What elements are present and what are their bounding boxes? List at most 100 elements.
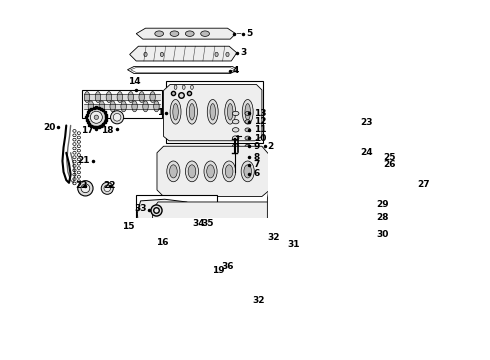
Text: 6: 6 (254, 169, 260, 178)
Text: 21: 21 (77, 157, 90, 166)
Ellipse shape (200, 220, 208, 228)
Ellipse shape (144, 52, 147, 57)
Ellipse shape (349, 159, 358, 170)
Ellipse shape (170, 31, 179, 36)
Ellipse shape (73, 130, 76, 132)
Ellipse shape (106, 91, 112, 103)
Text: 29: 29 (377, 200, 389, 209)
Ellipse shape (77, 180, 80, 183)
Text: 18: 18 (101, 126, 114, 135)
Ellipse shape (204, 161, 217, 182)
Ellipse shape (245, 112, 250, 115)
Ellipse shape (160, 52, 164, 57)
Text: 22: 22 (104, 181, 116, 190)
Ellipse shape (191, 85, 194, 89)
Polygon shape (268, 188, 300, 240)
Ellipse shape (232, 111, 239, 116)
Ellipse shape (121, 101, 126, 112)
Ellipse shape (187, 99, 197, 124)
Ellipse shape (73, 160, 76, 163)
Ellipse shape (275, 196, 296, 219)
Text: 10: 10 (254, 134, 266, 143)
Ellipse shape (189, 104, 195, 120)
Text: 5: 5 (246, 29, 253, 38)
Text: 28: 28 (377, 213, 389, 222)
Ellipse shape (77, 149, 80, 152)
Ellipse shape (94, 115, 98, 120)
Ellipse shape (77, 132, 80, 135)
Ellipse shape (150, 91, 155, 103)
Ellipse shape (77, 167, 80, 170)
Ellipse shape (77, 158, 80, 161)
Ellipse shape (379, 159, 388, 168)
Bar (318, 152, 359, 180)
Ellipse shape (173, 104, 178, 120)
Ellipse shape (345, 138, 354, 144)
Text: 15: 15 (122, 222, 135, 231)
Text: 31: 31 (288, 240, 300, 249)
Ellipse shape (215, 52, 218, 57)
Ellipse shape (78, 181, 93, 196)
Ellipse shape (241, 161, 254, 182)
Bar (340, 217, 373, 237)
Text: 3: 3 (240, 48, 246, 57)
Ellipse shape (170, 99, 181, 124)
Ellipse shape (73, 156, 76, 158)
Ellipse shape (73, 177, 76, 180)
Text: 24: 24 (360, 148, 373, 157)
Ellipse shape (232, 136, 239, 140)
Text: 19: 19 (212, 266, 224, 275)
Ellipse shape (132, 101, 137, 112)
Ellipse shape (73, 165, 76, 167)
Polygon shape (136, 28, 236, 39)
Text: 11: 11 (254, 125, 266, 134)
Ellipse shape (245, 120, 250, 123)
Bar (81, 90, 163, 118)
Ellipse shape (278, 238, 287, 248)
Ellipse shape (222, 161, 236, 182)
Ellipse shape (143, 101, 148, 112)
Ellipse shape (232, 157, 237, 160)
Ellipse shape (77, 171, 80, 174)
Text: 14: 14 (128, 77, 140, 86)
Ellipse shape (77, 162, 80, 165)
Ellipse shape (77, 154, 80, 156)
Ellipse shape (245, 136, 250, 140)
Ellipse shape (73, 134, 76, 137)
Polygon shape (152, 202, 273, 257)
Ellipse shape (385, 195, 389, 201)
Polygon shape (137, 199, 211, 241)
Text: 27: 27 (417, 180, 430, 189)
Ellipse shape (155, 31, 164, 36)
Text: 20: 20 (43, 123, 55, 132)
Ellipse shape (242, 99, 253, 124)
Ellipse shape (345, 131, 354, 136)
Ellipse shape (90, 111, 102, 123)
Text: 34: 34 (192, 219, 205, 228)
Ellipse shape (177, 215, 194, 233)
Text: 12: 12 (254, 117, 266, 126)
Ellipse shape (347, 195, 351, 201)
Text: 8: 8 (254, 153, 260, 162)
Text: 25: 25 (383, 153, 396, 162)
Text: 33: 33 (135, 204, 147, 213)
Ellipse shape (283, 204, 289, 211)
Ellipse shape (207, 99, 218, 124)
Ellipse shape (182, 85, 185, 89)
Text: 23: 23 (360, 118, 373, 127)
Text: 13: 13 (254, 109, 266, 118)
Polygon shape (167, 262, 268, 293)
Text: 9: 9 (254, 142, 260, 151)
Ellipse shape (280, 201, 292, 214)
Text: 35: 35 (202, 219, 214, 228)
Ellipse shape (408, 195, 412, 201)
Ellipse shape (352, 222, 358, 231)
Ellipse shape (383, 193, 391, 203)
Ellipse shape (185, 31, 194, 36)
Text: 36: 36 (221, 262, 234, 271)
Ellipse shape (372, 195, 376, 201)
Text: 32: 32 (268, 233, 280, 242)
Ellipse shape (379, 172, 391, 183)
Ellipse shape (329, 130, 340, 137)
Ellipse shape (139, 91, 145, 103)
